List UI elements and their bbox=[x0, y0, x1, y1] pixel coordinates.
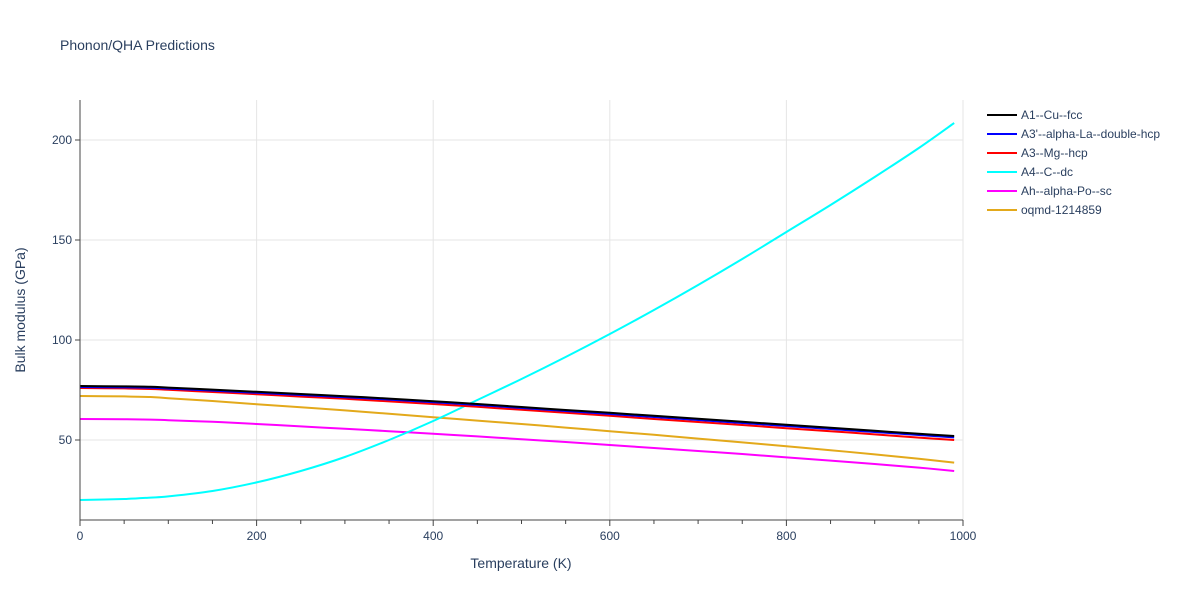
y-tick-label: 50 bbox=[59, 433, 73, 447]
series-line-a3-mg-hcp bbox=[79, 387, 955, 441]
x-tick-label: 600 bbox=[600, 529, 620, 543]
legend-item-a4-c-dc[interactable]: A4--C--dc bbox=[987, 165, 1073, 179]
x-tick-label: 800 bbox=[776, 529, 796, 543]
legend-label: A1--Cu--fcc bbox=[1021, 108, 1082, 122]
series-line-a1-cu-fcc bbox=[79, 385, 955, 437]
chart-title: Phonon/QHA Predictions bbox=[60, 37, 215, 53]
legend-item-a3-mg-hcp[interactable]: A3--Mg--hcp bbox=[987, 146, 1088, 160]
tick-labels: 0 200 400 600 800 1000 50 100 150 200 bbox=[52, 133, 977, 543]
y-tick-label: 150 bbox=[52, 233, 72, 247]
series-line-ah-alpha-po-sc bbox=[79, 418, 955, 472]
axes bbox=[75, 100, 964, 526]
legend-label: A3--Mg--hcp bbox=[1021, 146, 1088, 160]
legend-item-a3-alpha-la-double-hcp[interactable]: A3'--alpha-La--double-hcp bbox=[987, 127, 1160, 141]
legend-label: A4--C--dc bbox=[1021, 165, 1073, 179]
legend-label: oqmd-1214859 bbox=[1021, 203, 1102, 217]
legend-label: A3'--alpha-La--double-hcp bbox=[1021, 127, 1160, 141]
x-axis-title: Temperature (K) bbox=[470, 555, 571, 571]
y-tick-label: 100 bbox=[52, 333, 72, 347]
x-tick-label: 0 bbox=[77, 529, 84, 543]
legend-item-oqmd-1214859[interactable]: oqmd-1214859 bbox=[987, 203, 1102, 217]
x-tick-label: 1000 bbox=[950, 529, 977, 543]
legend[interactable]: A1--Cu--fcc A3'--alpha-La--double-hcp A3--… bbox=[987, 108, 1160, 217]
series-line-oqmd-1214859 bbox=[79, 395, 955, 464]
x-tick-label: 200 bbox=[247, 529, 267, 543]
series-layer bbox=[79, 122, 955, 501]
x-tick-label: 400 bbox=[423, 529, 443, 543]
series-line-a4-c-dc bbox=[79, 122, 955, 501]
y-axis-title: Bulk modulus (GPa) bbox=[12, 247, 28, 372]
legend-item-a1-cu-fcc[interactable]: A1--Cu--fcc bbox=[987, 108, 1082, 122]
y-tick-label: 200 bbox=[52, 133, 72, 147]
legend-label: Ah--alpha-Po--sc bbox=[1021, 184, 1112, 198]
grid-lines bbox=[80, 100, 964, 520]
legend-item-ah-alpha-po-sc[interactable]: Ah--alpha-Po--sc bbox=[987, 184, 1112, 198]
